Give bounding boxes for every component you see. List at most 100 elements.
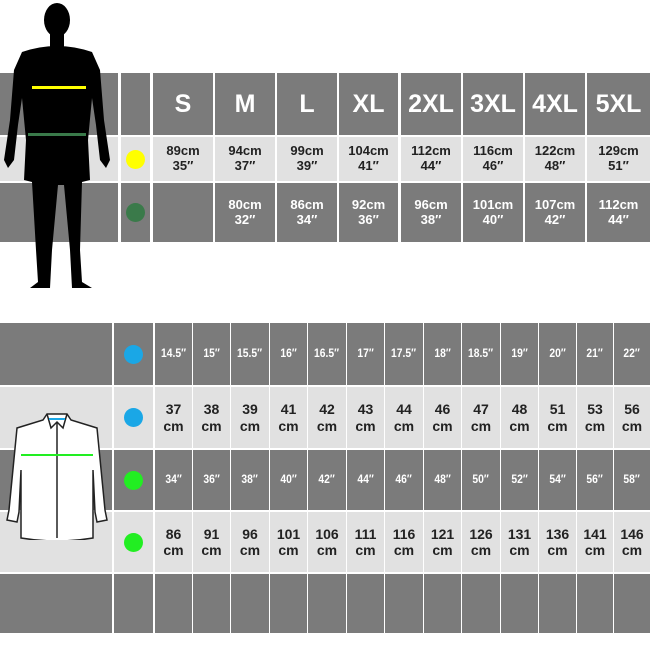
cell-value: 53 xyxy=(587,401,603,418)
cell-value: 36″ xyxy=(203,472,220,487)
cell-value: cm xyxy=(470,417,492,434)
cell-value: cm xyxy=(547,417,568,434)
measurement-cell: 42 cm xyxy=(308,387,346,448)
cell-value: 89cm xyxy=(166,143,200,159)
measurement-cell xyxy=(424,574,461,633)
marker-column-cell xyxy=(121,73,150,135)
cell-value: cm xyxy=(509,542,530,558)
cell-value: 37 xyxy=(165,401,182,418)
cell-value: 19″ xyxy=(511,346,528,361)
cell-value: 15.5″ xyxy=(237,346,263,361)
cell-value: 42 xyxy=(319,401,335,418)
cell-value: 14.5″ xyxy=(160,346,187,361)
measurement-cell: 43 cm xyxy=(347,387,384,448)
measurement-cell: 92cm 36″ xyxy=(339,183,398,242)
cell-value: 116 xyxy=(392,525,416,542)
cell-value: cm xyxy=(316,542,338,558)
cell-value: 16.5″ xyxy=(314,346,340,361)
cell-value: 101 xyxy=(276,525,301,542)
cell-value: 42″ xyxy=(318,472,336,487)
measurement-cell: 101cm 40″ xyxy=(463,183,523,242)
measurement-cell xyxy=(577,574,613,633)
cell-value: 44″ xyxy=(420,158,442,173)
cell-value: cm xyxy=(547,542,568,558)
cell-value: 39″ xyxy=(296,158,318,173)
marker-column-cell xyxy=(114,512,153,572)
marker-column-cell xyxy=(121,137,150,181)
measurement-cell: 51 cm xyxy=(539,387,576,448)
cell-value: 104cm xyxy=(348,143,389,159)
measurement-cell: 22″ xyxy=(614,323,650,385)
measurement-cell: 40″ xyxy=(270,450,307,510)
cell-value: 48″ xyxy=(434,472,451,487)
measurement-cell: 94cm 37″ xyxy=(215,137,275,181)
cell-value: 107cm xyxy=(534,196,576,212)
cell-value: 94cm xyxy=(228,143,262,159)
cell-value: cm xyxy=(278,417,299,434)
body-silhouette-icon xyxy=(4,3,110,288)
cell-value: 16″ xyxy=(280,346,297,361)
cell-value: 112cm xyxy=(598,196,639,212)
cell-value: 21″ xyxy=(586,346,604,361)
size-header: XL xyxy=(339,73,398,135)
cell-value: cm xyxy=(316,417,338,434)
cell-value: 106 xyxy=(315,525,339,542)
measurement-cell: 141 cm xyxy=(577,512,613,572)
cell-value: 52″ xyxy=(511,472,528,487)
measurement-cell: 20″ xyxy=(539,323,576,385)
cell-value: 56″ xyxy=(586,472,604,487)
cell-value: 47 xyxy=(473,401,489,418)
cell-value: cm xyxy=(163,417,184,434)
measurement-cell: 48 cm xyxy=(501,387,538,448)
measurement-marker-dot xyxy=(124,470,143,490)
cell-value: 86cm xyxy=(290,196,324,212)
measurement-cell xyxy=(347,574,384,633)
measurement-cell: 122cm 48″ xyxy=(525,137,585,181)
measurement-cell xyxy=(153,183,213,242)
measurement-cell: 106 cm xyxy=(308,512,346,572)
measurement-cell xyxy=(385,574,423,633)
cell-value: 116cm xyxy=(473,143,513,159)
cell-value: cm xyxy=(584,542,606,558)
cell-value: 17″ xyxy=(357,346,374,361)
cell-value: 44″ xyxy=(357,472,374,487)
measurement-cell: 37 cm xyxy=(155,387,192,448)
cell-value: 36″ xyxy=(358,211,379,227)
cell-value: 121 xyxy=(430,525,455,542)
cell-value: 22″ xyxy=(623,346,641,361)
cell-value: 44 xyxy=(396,401,412,418)
measurement-cell: 96cm 38″ xyxy=(401,183,461,242)
measurement-cell: 41 cm xyxy=(270,387,307,448)
cell-value: 96cm xyxy=(414,196,448,212)
cell-value: cm xyxy=(393,542,415,558)
cell-value: 35″ xyxy=(172,158,194,173)
cell-value: 126 xyxy=(469,525,493,542)
cell-value: 58″ xyxy=(623,472,641,487)
cell-value: 111 xyxy=(354,525,377,542)
size-header: 3XL xyxy=(463,73,523,135)
measurement-cell xyxy=(270,574,307,633)
measurement-cell xyxy=(462,574,500,633)
shirt-column-cell xyxy=(0,574,112,633)
measurement-cell: 21″ xyxy=(577,323,613,385)
size-header: 4XL xyxy=(525,73,585,135)
measurement-cell: 19″ xyxy=(501,323,538,385)
measurement-marker-dot xyxy=(124,408,143,427)
measurement-cell: 56″ xyxy=(577,450,613,510)
cell-value: 129cm xyxy=(598,143,639,159)
cell-value: 43 xyxy=(357,401,374,418)
cell-value: 40″ xyxy=(280,472,297,487)
measurement-cell: 46 cm xyxy=(424,387,461,448)
measurement-cell: 91 cm xyxy=(193,512,230,572)
measurement-cell: 17.5″ xyxy=(385,323,423,385)
measurement-cell: 121 cm xyxy=(424,512,461,572)
measurement-cell: 116 cm xyxy=(385,512,423,572)
marker-column-cell xyxy=(114,450,153,510)
measurement-cell: 89cm 35″ xyxy=(153,137,213,181)
measurement-cell: 15″ xyxy=(193,323,230,385)
measurement-cell: 116cm 46″ xyxy=(463,137,523,181)
marker-column-cell xyxy=(114,323,153,385)
measurement-cell: 54″ xyxy=(539,450,576,510)
marker-column-cell xyxy=(114,574,153,633)
size-header: L xyxy=(277,73,337,135)
